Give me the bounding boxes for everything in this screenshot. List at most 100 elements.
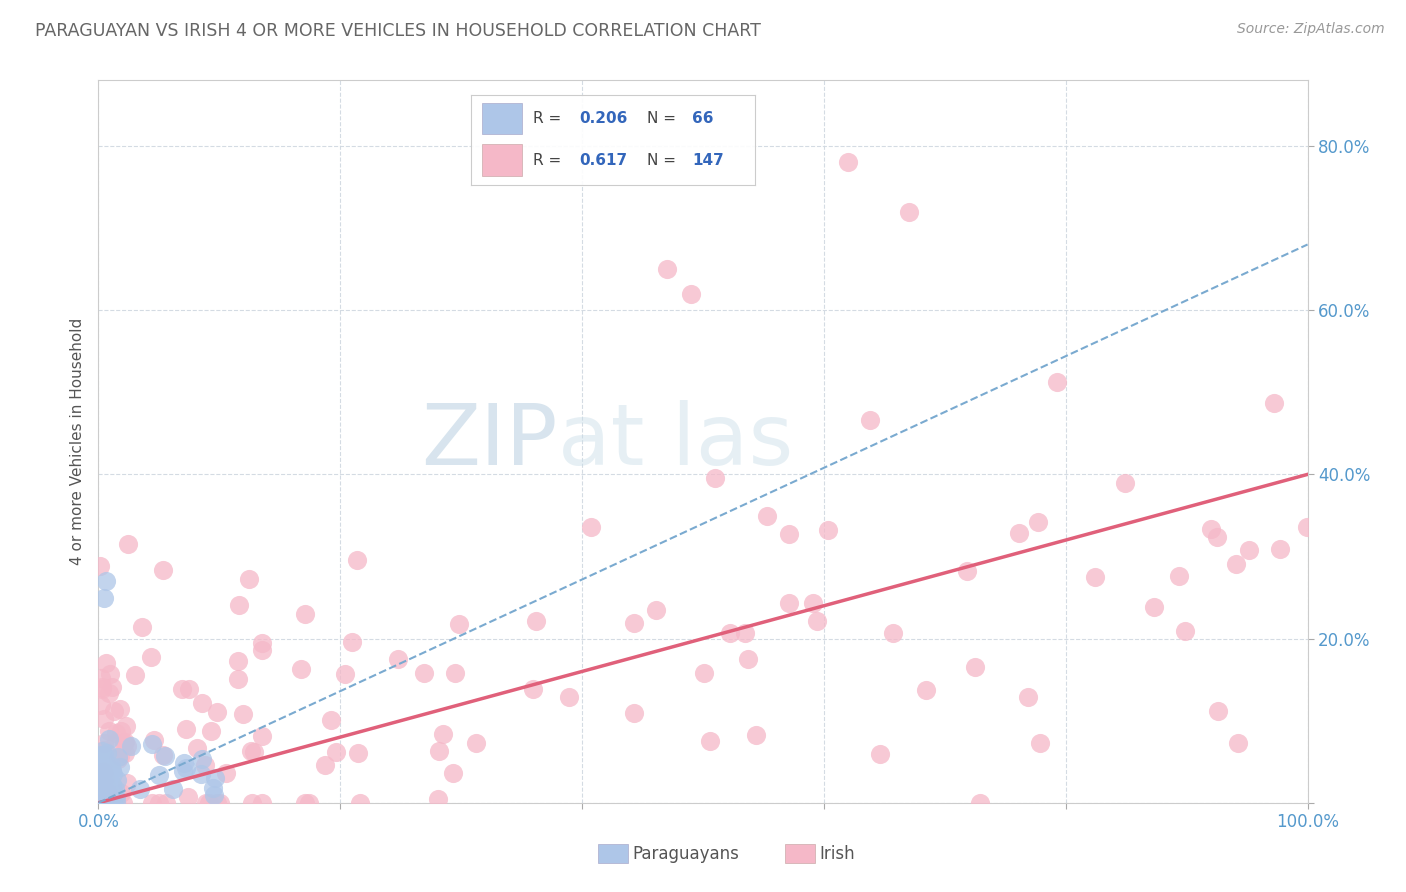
Point xyxy=(91,682,114,697)
Point xyxy=(90,698,112,712)
Point xyxy=(558,690,581,704)
Point xyxy=(101,766,124,780)
Point xyxy=(387,652,409,666)
Point xyxy=(153,748,176,763)
Point xyxy=(90,788,112,802)
Point xyxy=(115,719,138,733)
Point xyxy=(226,654,249,668)
Point xyxy=(297,796,319,810)
Point xyxy=(103,796,125,810)
Point xyxy=(1237,543,1260,558)
Point xyxy=(170,681,193,696)
Point xyxy=(956,564,979,578)
Point xyxy=(202,788,225,802)
Point xyxy=(152,747,174,762)
Point xyxy=(734,625,756,640)
Point xyxy=(522,682,544,697)
Point xyxy=(104,796,127,810)
Point xyxy=(114,746,136,760)
Point xyxy=(90,749,112,764)
Point xyxy=(103,788,125,802)
Point xyxy=(93,743,115,757)
Point xyxy=(239,744,262,758)
Point xyxy=(745,728,768,742)
Text: Source: ZipAtlas.com: Source: ZipAtlas.com xyxy=(1237,22,1385,37)
Point xyxy=(90,749,112,764)
Point xyxy=(464,736,486,750)
Point xyxy=(94,785,117,799)
Point xyxy=(427,792,450,806)
Point xyxy=(1017,690,1039,705)
Text: ZIP: ZIP xyxy=(422,400,558,483)
Point xyxy=(91,779,114,793)
Point xyxy=(581,519,603,533)
Point xyxy=(87,796,110,810)
Text: at las: at las xyxy=(558,400,793,483)
Point xyxy=(141,737,163,751)
Point xyxy=(806,615,828,629)
Point xyxy=(1296,520,1319,534)
Point xyxy=(94,796,117,810)
Point xyxy=(1167,569,1189,583)
Point xyxy=(94,771,117,785)
Point xyxy=(228,598,250,612)
Point xyxy=(91,764,114,779)
Point xyxy=(655,262,678,277)
Point xyxy=(1206,705,1229,719)
Point xyxy=(103,796,125,810)
Point xyxy=(96,764,118,778)
Point xyxy=(101,764,124,778)
Point xyxy=(110,724,132,739)
Point xyxy=(89,559,111,574)
Point xyxy=(91,796,114,810)
Point xyxy=(965,660,987,674)
Point xyxy=(117,739,139,753)
Point xyxy=(110,786,132,800)
Point xyxy=(100,776,122,790)
Point xyxy=(232,707,254,722)
Point xyxy=(103,796,125,810)
Point xyxy=(162,781,184,796)
Point xyxy=(152,563,174,577)
Point xyxy=(191,696,214,710)
Point xyxy=(173,756,195,770)
Point xyxy=(198,796,221,810)
Text: Paraguayans: Paraguayans xyxy=(633,845,740,863)
Point xyxy=(817,523,839,537)
Point xyxy=(969,796,991,810)
Point xyxy=(107,751,129,765)
Point xyxy=(91,775,114,789)
Point xyxy=(623,616,645,631)
Point xyxy=(93,779,115,793)
Point xyxy=(250,796,273,810)
Point xyxy=(190,766,212,780)
Point xyxy=(1084,570,1107,584)
Point xyxy=(194,758,217,772)
Point xyxy=(91,771,114,785)
Point xyxy=(340,635,363,649)
Point xyxy=(97,686,120,700)
Point xyxy=(89,771,111,785)
Point xyxy=(346,746,368,760)
Point xyxy=(194,796,217,810)
Point xyxy=(90,784,112,798)
Point xyxy=(94,796,117,810)
Point xyxy=(294,796,316,810)
Point xyxy=(90,671,112,685)
Point xyxy=(112,796,135,810)
Point xyxy=(101,796,124,810)
Point xyxy=(837,155,859,169)
Point xyxy=(200,724,222,739)
Point xyxy=(91,770,114,784)
Point xyxy=(114,736,136,750)
Point xyxy=(94,574,117,588)
Point xyxy=(859,413,882,427)
Text: Irish: Irish xyxy=(820,845,855,863)
Point xyxy=(96,785,118,799)
Point xyxy=(98,667,121,681)
Text: PARAGUAYAN VS IRISH 4 OR MORE VEHICLES IN HOUSEHOLD CORRELATION CHART: PARAGUAYAN VS IRISH 4 OR MORE VEHICLES I… xyxy=(35,22,761,40)
Point xyxy=(89,747,111,762)
Point xyxy=(204,771,226,785)
Point xyxy=(107,772,129,787)
Point xyxy=(427,744,450,758)
